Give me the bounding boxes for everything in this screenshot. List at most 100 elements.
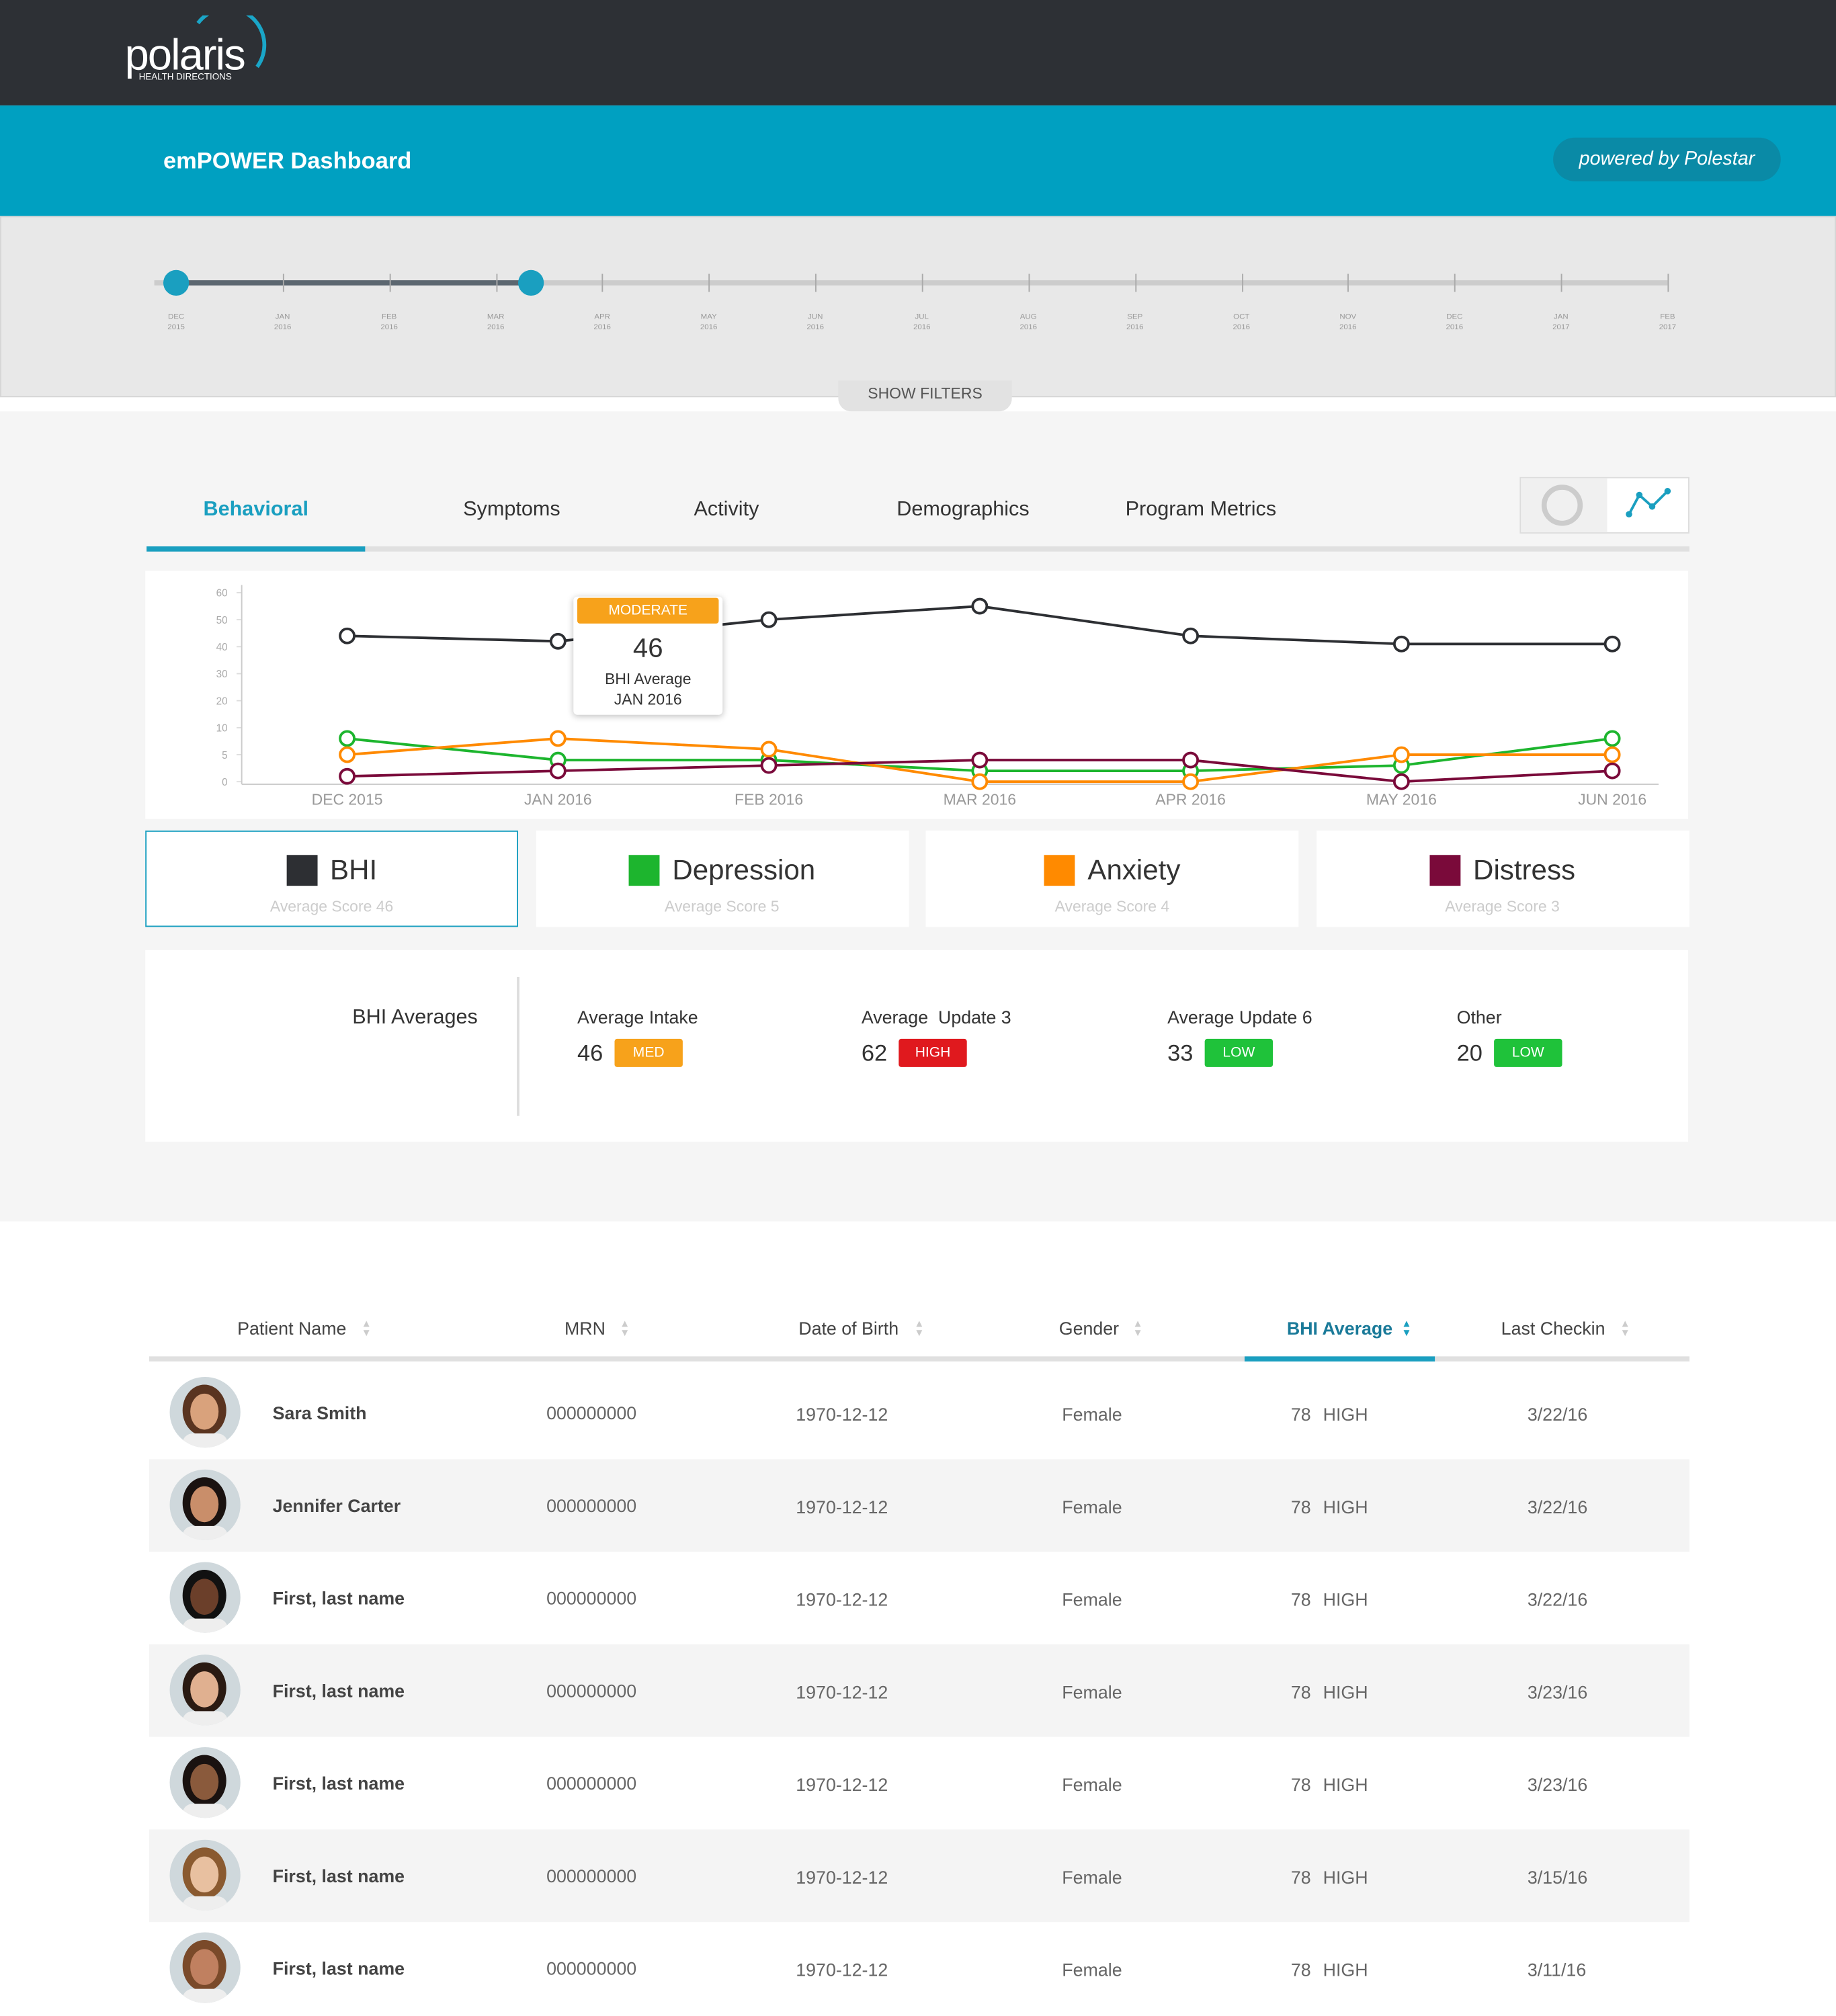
track-tick [282, 274, 284, 292]
timeline-month: FEB [1660, 313, 1675, 322]
data-point [1182, 751, 1200, 769]
y-tick-label: 50 [216, 615, 228, 626]
legend-card[interactable] [535, 830, 909, 927]
range-handle[interactable] [163, 269, 190, 296]
tab[interactable]: Program Metrics [1125, 499, 1277, 521]
legend-name: Distress [1473, 853, 1576, 886]
bhi-value: 78 [1290, 1959, 1311, 1980]
legend-card[interactable] [145, 830, 519, 927]
dob: 1970-12-12 [796, 1404, 888, 1425]
last-checkin: 3/15/16 [1527, 1866, 1588, 1888]
x-tick-label: JAN 2016 [524, 791, 592, 808]
track-tick [389, 274, 391, 292]
legend-summary: Average Score 46 [269, 897, 394, 916]
data-point [1392, 635, 1410, 653]
patient-name: First, last name [272, 1865, 405, 1886]
y-tick-label: 40 [216, 642, 228, 653]
gender: Female [1062, 1496, 1122, 1517]
y-tick-label: 20 [216, 696, 228, 707]
track-tick [1028, 274, 1030, 292]
mrn: 000000000 [546, 1773, 637, 1794]
legend-title-row: Distress [1316, 853, 1689, 887]
timeline-year: 2017 [1552, 324, 1570, 332]
data-point [971, 751, 989, 769]
legend-card[interactable] [1316, 830, 1689, 927]
data-point [760, 757, 778, 774]
track-tick [921, 274, 923, 292]
tab[interactable]: Symptoms [463, 499, 560, 521]
timeline-month: DEC [167, 313, 185, 322]
avatar-face [182, 1384, 228, 1448]
timeline-year: 2016 [1446, 324, 1464, 332]
avatar [169, 1747, 241, 1818]
column-header[interactable]: Date of Birth [798, 1317, 899, 1339]
track-tick [495, 274, 497, 292]
averages-title: BHI Averages [352, 1007, 478, 1029]
bhi-level: HIGH [1323, 1496, 1368, 1517]
tab[interactable]: Demographics [896, 499, 1030, 521]
level-badge: MED [614, 1038, 683, 1067]
data-point [339, 767, 356, 785]
track [154, 280, 1668, 286]
last-checkin: 3/23/16 [1527, 1774, 1588, 1795]
data-point [1182, 627, 1200, 644]
legend-swatch [1429, 855, 1460, 886]
legend-name: Anxiety [1087, 853, 1181, 886]
x-tick-label: FEB 2016 [735, 791, 803, 808]
bhi-level: HIGH [1323, 1774, 1368, 1795]
column-header[interactable]: Patient Name [237, 1317, 347, 1339]
track-tick [1347, 274, 1349, 292]
data-point [1603, 730, 1621, 747]
timeline-month: MAR [487, 313, 505, 322]
patient-name: First, last name [272, 1587, 405, 1609]
avatar [169, 1377, 241, 1448]
timeline-month: JUN [808, 313, 823, 322]
column-header[interactable]: Gender [1058, 1317, 1120, 1339]
timeline-month: OCT [1233, 313, 1250, 322]
avatar [169, 1932, 241, 2003]
data-point [549, 730, 567, 747]
timeline-month: DEC [1446, 313, 1463, 322]
legend-swatch [286, 855, 317, 886]
timeline-year: 2016 [1339, 324, 1357, 332]
tooltip-value: 46 [632, 634, 663, 664]
y-tick-label: 30 [216, 669, 228, 680]
bhi-value: 78 [1290, 1404, 1311, 1425]
x-tick-label: MAY 2016 [1366, 791, 1437, 808]
column-header[interactable]: MRN [564, 1317, 606, 1339]
bhi-value: 78 [1290, 1774, 1311, 1795]
data-point [1603, 746, 1621, 763]
logo: polaris [124, 30, 246, 80]
averages-divider [517, 977, 519, 1116]
logo-arc [196, 15, 267, 69]
timeline-year: 2016 [380, 324, 398, 332]
timeline-month: FEB [381, 313, 397, 322]
data-point [549, 762, 567, 780]
data-point [1392, 746, 1410, 763]
table-row[interactable] [149, 1367, 1689, 1460]
y-tick-label: 10 [216, 723, 228, 734]
tab[interactable]: Activity [694, 499, 759, 521]
bhi-level: HIGH [1323, 1959, 1368, 1980]
last-checkin: 3/22/16 [1527, 1404, 1588, 1425]
timeline-year: 2016 [1019, 324, 1038, 332]
range-handle[interactable] [517, 269, 544, 296]
sort-icon: ▲ ▼ [1132, 1317, 1143, 1339]
avatar-face [182, 1939, 228, 2003]
chart: 0 5 10 20 30 40 50 60 DEC 2015 JAN 2016 FEB 2016 MA… [216, 585, 1659, 808]
average-label: Average Update 6 [1167, 1007, 1312, 1027]
mrn: 000000000 [546, 1865, 637, 1886]
data-point [339, 746, 356, 763]
powered-by[interactable]: powered by Polestar [1553, 137, 1781, 181]
legend-card[interactable] [925, 830, 1299, 927]
legend-swatch [628, 855, 660, 886]
column-header[interactable]: BHI Average [1286, 1317, 1393, 1339]
legend-title-row: BHI [145, 853, 518, 887]
table-row-bg [149, 1829, 1689, 1923]
show-filters[interactable]: SHOW FILTERS [838, 380, 1012, 412]
avatar [169, 1562, 241, 1633]
patient-name: Jennifer Carter [272, 1495, 401, 1516]
tab[interactable]: Behavioral [203, 499, 308, 521]
column-header[interactable]: Last Checkin [1501, 1317, 1605, 1339]
last-checkin: 3/23/16 [1527, 1681, 1588, 1703]
